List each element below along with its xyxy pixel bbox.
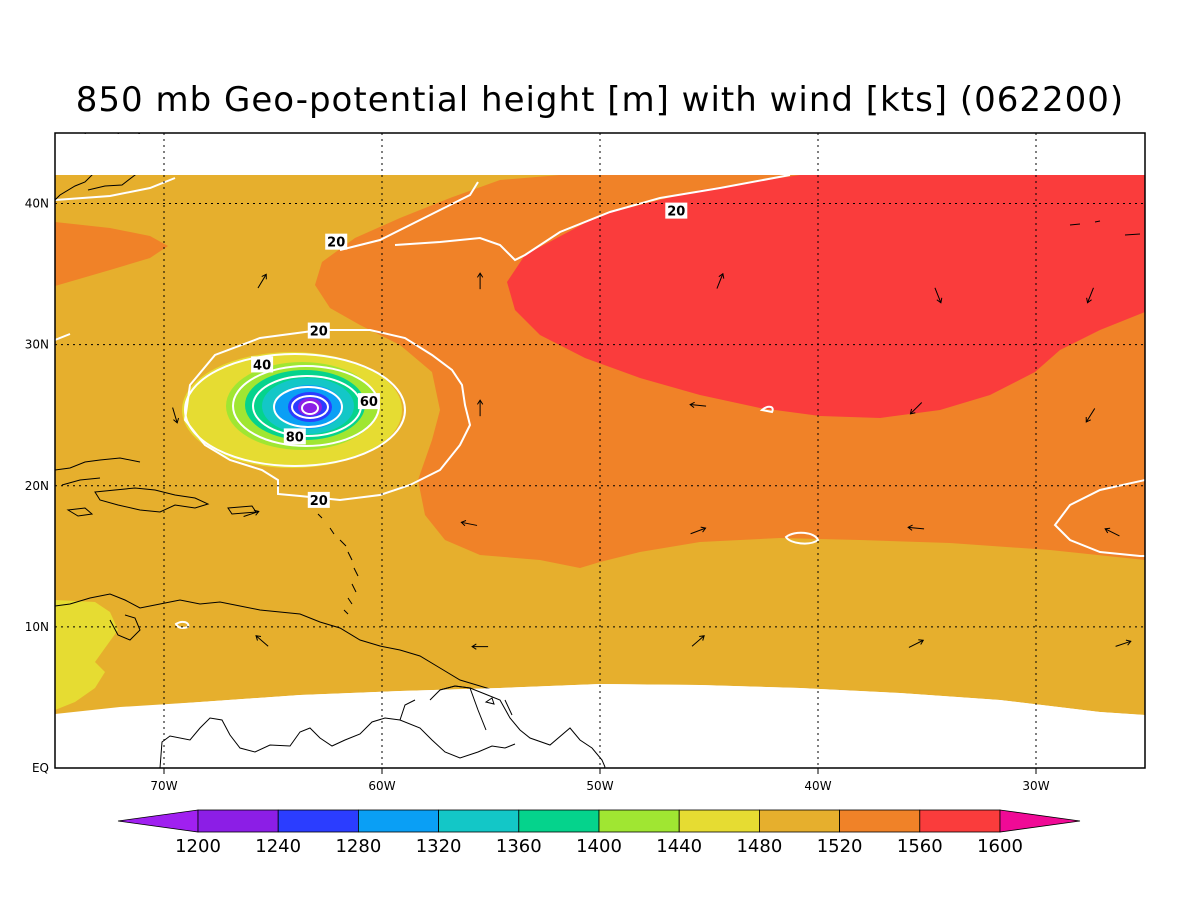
coastlines-south <box>159 685 606 769</box>
colorbar-swatch-7 <box>759 809 841 833</box>
y-tick-label-2: 20N <box>25 479 49 493</box>
coast-cuba <box>55 457 141 486</box>
y-tick-label-3: 30N <box>25 338 49 352</box>
wind-vector-11 <box>690 526 707 535</box>
svg-text:40: 40 <box>253 358 271 373</box>
svg-text:20: 20 <box>327 236 345 251</box>
wind-vector-19 <box>172 407 180 424</box>
colorbar-label-5: 1400 <box>576 836 622 857</box>
svg-text:20: 20 <box>310 494 328 509</box>
contour-20-north <box>339 174 791 262</box>
wind-vector-14 <box>255 635 269 647</box>
colorbar-label-9: 1560 <box>897 836 943 857</box>
colorbar-label-1: 1240 <box>255 836 301 857</box>
x-tick-label-3: 40W <box>804 779 831 793</box>
contour-label-2: 20 <box>307 322 330 340</box>
colorbar-label-3: 1320 <box>416 836 462 857</box>
grid-lines <box>55 133 1145 774</box>
no-data-mask-south <box>56 684 1144 767</box>
colorbar-label-8: 1520 <box>817 836 863 857</box>
x-tick-label-0: 70W <box>150 779 177 793</box>
colorbar-swatch-5 <box>598 809 680 833</box>
coast-north-america <box>55 133 141 201</box>
fill-1560-1600 <box>507 175 1145 418</box>
coast-islands-east <box>1069 220 1141 236</box>
contour-small-2 <box>759 405 774 414</box>
wind-vector-10 <box>460 520 478 527</box>
contour-20-east <box>1053 479 1145 557</box>
wind-vector-18 <box>1115 639 1132 647</box>
colorbar-arrow-high <box>999 809 1081 833</box>
plot-frame <box>54 132 1146 769</box>
colorbar-label-10: 1600 <box>977 836 1023 857</box>
wind-vector-13 <box>1104 527 1120 537</box>
y-tick-labels: EQ 10N 20N 30N 40N <box>25 197 49 775</box>
coast-south-america-interior <box>159 685 606 769</box>
contour-labels: 20 20 20 20 40 60 80 <box>251 202 688 509</box>
fill-1440-1480-south <box>55 600 118 710</box>
contour-100 <box>273 386 343 428</box>
wind-vector-12 <box>907 524 925 531</box>
colorbar-label-4: 1360 <box>496 836 542 857</box>
contour-label-6: 80 <box>283 428 306 445</box>
colorbar-label-7: 1480 <box>736 836 782 857</box>
x-tick-label-1: 60W <box>368 779 395 793</box>
colorbar-label-2: 1280 <box>335 836 381 857</box>
wind-vector-15 <box>471 643 489 650</box>
chart-title: 850 mb Geo-potential height [m] with win… <box>75 80 1125 120</box>
contour-label-3: 20 <box>307 491 330 509</box>
colorbar-label-0: 1200 <box>175 836 221 857</box>
coast-hispaniola <box>94 487 210 513</box>
wind-vector-5 <box>476 399 484 417</box>
wind-vector-9 <box>243 509 260 518</box>
wind-vector-16 <box>691 635 705 647</box>
x-tick-labels: 70W 60W 50W 40W 30W <box>150 779 1049 793</box>
svg-text:20: 20 <box>667 205 685 220</box>
fill-1520-1560-west <box>55 222 168 286</box>
contour-label-5: 60 <box>357 393 380 410</box>
y-tick-label-4: 40N <box>25 197 49 211</box>
colorbar-label-6: 1440 <box>656 836 702 857</box>
colorbar-swatch-0 <box>197 809 279 833</box>
wind-vector-0 <box>257 273 267 289</box>
colorbar-swatch-9 <box>919 809 1001 833</box>
coast-lesser-antilles <box>317 513 359 615</box>
contour-label-4: 40 <box>251 356 274 373</box>
colorbar: 1200 1240 1280 1320 1360 1400 1440 1480 1520 1560… <box>117 809 1081 857</box>
y-tick-label-1: 10N <box>25 620 49 634</box>
wind-vector-7 <box>909 402 923 415</box>
svg-text:60: 60 <box>360 395 378 410</box>
no-data-mask <box>56 134 1144 769</box>
contour-label-1: 20 <box>665 202 688 220</box>
x-tick-label-4: 30W <box>1022 779 1049 793</box>
contour-140 <box>301 401 319 415</box>
wind-vector-17 <box>908 639 925 648</box>
coast-maracaibo <box>109 614 141 641</box>
contour-40 <box>184 353 406 467</box>
colorbar-swatch-4 <box>518 809 600 833</box>
contour-120 <box>291 395 329 419</box>
svg-text:20: 20 <box>310 325 328 340</box>
x-tick-label-2: 50W <box>586 779 613 793</box>
colorbar-swatch-6 <box>678 809 760 833</box>
contour-20-northwest <box>55 177 176 201</box>
svg-text:80: 80 <box>286 430 304 445</box>
wind-vector-6 <box>689 401 707 409</box>
wind-vector-4 <box>1086 287 1094 304</box>
contour-label-0: 20 <box>325 233 348 251</box>
wind-vectors <box>172 272 1132 650</box>
wind-vector-8 <box>1085 408 1096 423</box>
contour-small-1 <box>784 531 820 545</box>
colorbar-swatch-8 <box>839 809 921 833</box>
wind-vector-1 <box>476 272 484 290</box>
colorbar-swatch-1 <box>277 809 359 833</box>
colorbar-arrow-low <box>117 809 199 833</box>
colorbar-swatch-3 <box>438 809 520 833</box>
wind-vector-2 <box>716 272 725 289</box>
coast-jamaica <box>66 507 94 517</box>
y-tick-label-0: EQ <box>32 761 49 775</box>
colorbar-swatch-2 <box>357 809 439 833</box>
wind-vector-3 <box>934 287 943 304</box>
